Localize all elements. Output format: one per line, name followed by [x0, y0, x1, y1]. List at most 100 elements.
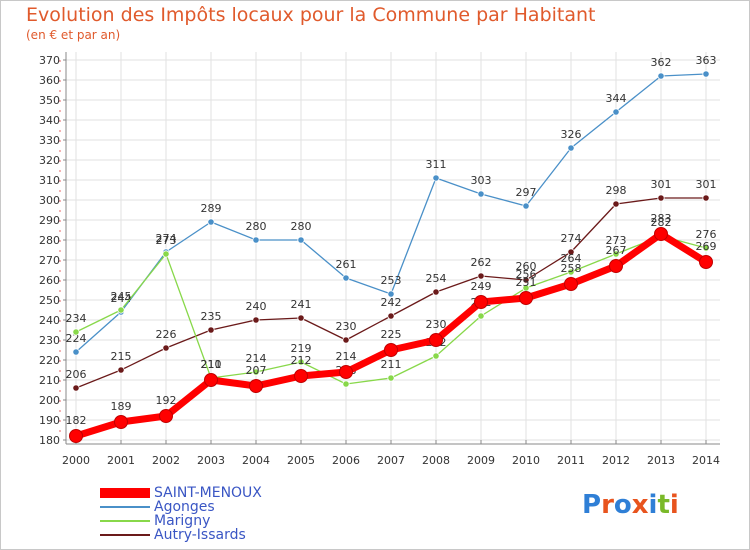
logo-letter: P	[582, 490, 602, 520]
data-label: 244	[111, 292, 132, 305]
data-point	[297, 314, 305, 322]
data-point	[342, 336, 350, 344]
data-point	[522, 202, 530, 210]
y-tick-label: 280	[39, 234, 60, 247]
legend-label: Marigny	[154, 513, 211, 529]
data-label: 211	[201, 358, 222, 371]
data-label: 230	[426, 318, 447, 331]
logo-letter: i	[669, 490, 679, 520]
y-tick-label: 220	[39, 354, 60, 367]
logo-letter: t	[657, 490, 670, 520]
data-label: 276	[696, 228, 717, 241]
data-point	[567, 144, 575, 152]
data-label: 253	[381, 274, 402, 287]
data-point	[567, 268, 575, 276]
data-point	[612, 250, 620, 258]
data-label: 303	[471, 174, 492, 187]
legend-swatch	[100, 488, 150, 498]
y-tick-label: 180	[39, 434, 60, 447]
data-point	[117, 366, 125, 374]
data-point	[612, 200, 620, 208]
data-label: 224	[66, 332, 87, 345]
legend-swatch	[100, 506, 150, 508]
data-point	[699, 255, 713, 269]
x-tick-label: 2013	[647, 454, 675, 467]
data-label: 214	[336, 350, 357, 363]
data-point	[567, 248, 575, 256]
x-tick-label: 2008	[422, 454, 450, 467]
data-label: 230	[336, 320, 357, 333]
data-label: 241	[291, 298, 312, 311]
data-label: 273	[606, 234, 627, 247]
data-point	[387, 374, 395, 382]
data-point	[432, 288, 440, 296]
legend-swatch	[100, 520, 150, 522]
data-label: 362	[651, 56, 672, 69]
y-tick-label: 320	[39, 154, 60, 167]
data-label: 282	[651, 216, 672, 229]
data-point	[477, 190, 485, 198]
y-tick-label: 360	[39, 74, 60, 87]
data-point	[297, 358, 305, 366]
data-label: 226	[156, 328, 177, 341]
data-point	[477, 272, 485, 280]
data-point	[207, 218, 215, 226]
data-label: 260	[516, 260, 537, 273]
y-tick-label: 230	[39, 334, 60, 347]
data-label: 311	[426, 158, 447, 171]
data-label: 182	[66, 414, 87, 427]
data-point	[72, 348, 80, 356]
data-label: 235	[201, 310, 222, 323]
data-point	[387, 290, 395, 298]
data-label: 267	[606, 244, 627, 257]
data-point	[519, 291, 533, 305]
x-tick-label: 2014	[692, 454, 720, 467]
legend-swatch	[100, 534, 150, 536]
y-tick-label: 270	[39, 254, 60, 267]
data-point	[429, 333, 443, 347]
data-label: 298	[606, 184, 627, 197]
data-point	[339, 365, 353, 379]
data-label: 326	[561, 128, 582, 141]
data-label: 274	[561, 232, 582, 245]
x-tick-label: 2007	[377, 454, 405, 467]
data-point	[162, 344, 170, 352]
data-label: 245	[111, 290, 132, 303]
logo-letter: o	[613, 490, 632, 520]
legend-label: SAINT-MENOUX	[154, 485, 262, 501]
y-tick-label: 250	[39, 294, 60, 307]
data-label: 214	[246, 352, 267, 365]
data-label: 273	[156, 234, 177, 247]
data-point	[69, 429, 83, 443]
data-point	[384, 343, 398, 357]
x-tick-label: 2003	[197, 454, 225, 467]
data-point	[252, 368, 260, 376]
y-tick-label: 310	[39, 174, 60, 187]
data-label: 301	[696, 178, 717, 191]
y-tick-label: 240	[39, 314, 60, 327]
data-label: 283	[651, 212, 672, 225]
data-point	[654, 227, 668, 241]
data-label: 262	[471, 256, 492, 269]
data-label: 192	[156, 394, 177, 407]
y-tick-label: 190	[39, 414, 60, 427]
data-label: 264	[561, 252, 582, 265]
data-point	[252, 316, 260, 324]
legend-label: Autry-Issards	[154, 527, 246, 543]
data-point	[342, 380, 350, 388]
data-label: 344	[606, 92, 627, 105]
data-point	[387, 312, 395, 320]
x-tick-label: 2009	[467, 454, 495, 467]
data-label: 251	[516, 276, 537, 289]
data-point	[207, 326, 215, 334]
data-label: 301	[651, 178, 672, 191]
data-label: 242	[381, 296, 402, 309]
data-point	[162, 250, 170, 258]
data-label: 289	[201, 202, 222, 215]
data-label: 207	[246, 364, 267, 377]
data-point	[159, 409, 173, 423]
x-tick-label: 2010	[512, 454, 540, 467]
y-tick-label: 200	[39, 394, 60, 407]
data-point	[114, 415, 128, 429]
